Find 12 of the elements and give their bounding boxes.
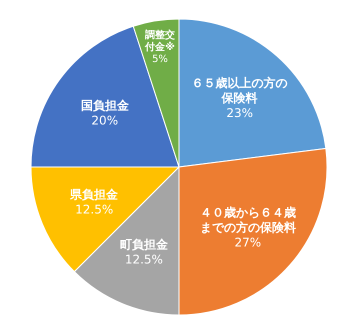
data-label: 5% bbox=[152, 54, 168, 65]
slice-label: 国負担金 bbox=[80, 98, 130, 113]
data-label: 12.5% bbox=[124, 252, 163, 266]
data-label: 23% bbox=[226, 106, 254, 120]
slice-label: ６５歳以上の方の保険料 bbox=[192, 76, 288, 106]
data-label: 27% bbox=[234, 236, 262, 250]
slice-label: ４０歳から６４歳までの方の保険料 bbox=[200, 206, 296, 235]
slice-label: 県負担金 bbox=[69, 188, 120, 202]
data-label: 20% bbox=[91, 114, 118, 128]
slice-label: 調整交付金※ bbox=[144, 28, 176, 53]
slice-label: 町負担金 bbox=[120, 237, 169, 252]
data-label: 12.5% bbox=[75, 202, 114, 217]
